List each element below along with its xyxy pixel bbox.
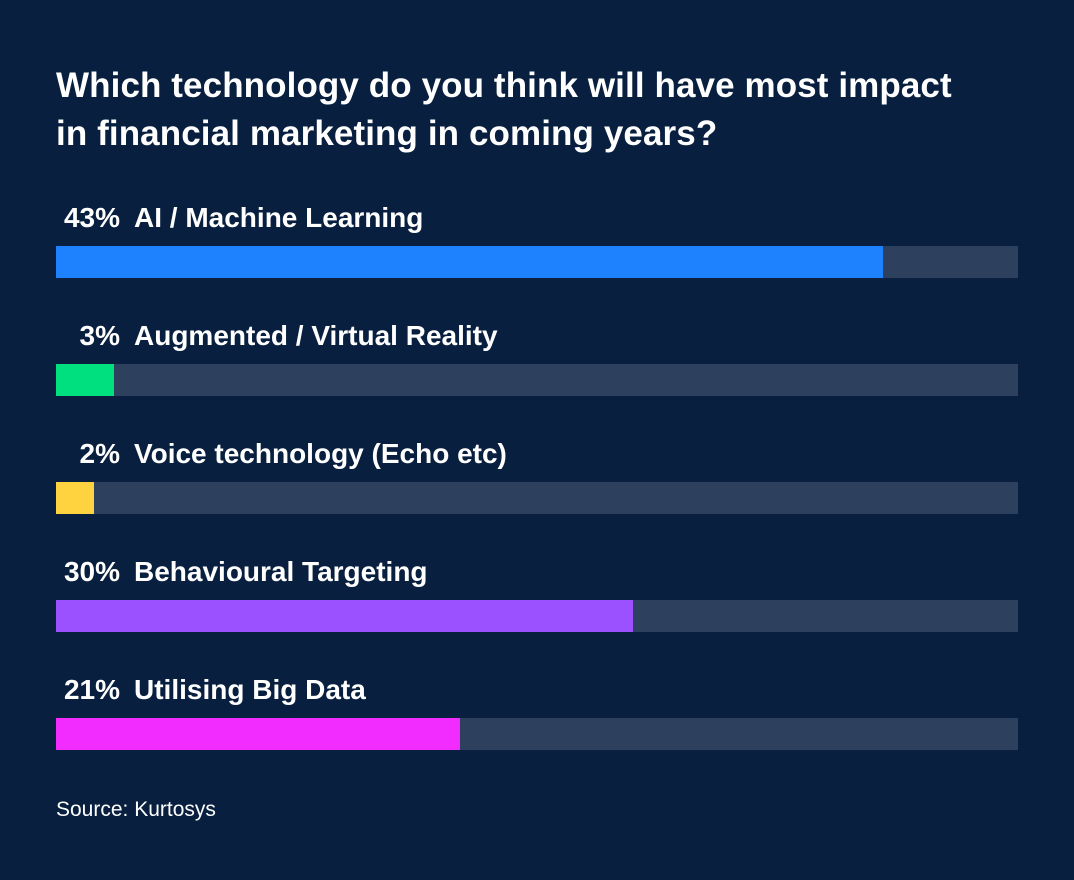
bar <box>56 246 883 278</box>
bar-category-label: AI / Machine Learning <box>134 202 424 233</box>
bar-category-label: Augmented / Virtual Reality <box>134 320 498 351</box>
bar-label: 3% Augmented / Virtual Reality <box>56 316 498 356</box>
bar-row: 3% Augmented / Virtual Reality <box>56 316 1018 406</box>
source-note: Source: Kurtosys <box>56 798 216 821</box>
bar-track <box>56 246 1018 278</box>
bar <box>56 364 114 396</box>
bar-track <box>56 600 1018 632</box>
bar-value-label: 2% <box>79 438 120 469</box>
bar-category-label: Voice technology (Echo etc) <box>134 438 507 469</box>
bar-row: 21% Utilising Big Data <box>56 670 1018 760</box>
chart-title: Which technology do you think will have … <box>56 66 952 153</box>
bar-category-label: Behavioural Targeting <box>134 556 428 587</box>
bar-row: 43% AI / Machine Learning <box>56 198 1018 288</box>
bar-label: 30% Behavioural Targeting <box>56 552 428 592</box>
bar <box>56 482 94 514</box>
bar-value-label: 3% <box>79 320 120 351</box>
bar-value-label: 21% <box>63 674 120 705</box>
bar <box>56 718 460 750</box>
bar-label: 21% Utilising Big Data <box>56 670 366 710</box>
bar-row: 30% Behavioural Targeting <box>56 552 1018 642</box>
bar-label: 43% AI / Machine Learning <box>56 198 423 238</box>
bar-value-label: 30% <box>63 556 120 587</box>
bar-category-label: Utilising Big Data <box>134 674 366 705</box>
bar-track <box>56 718 1018 750</box>
bar-value-label: 43% <box>63 202 120 233</box>
bar-track <box>56 364 1018 396</box>
bar-label: 2% Voice technology (Echo etc) <box>56 434 507 474</box>
bar-track <box>56 482 1018 514</box>
bar-row: 2% Voice technology (Echo etc) <box>56 434 1018 524</box>
bar <box>56 600 633 632</box>
